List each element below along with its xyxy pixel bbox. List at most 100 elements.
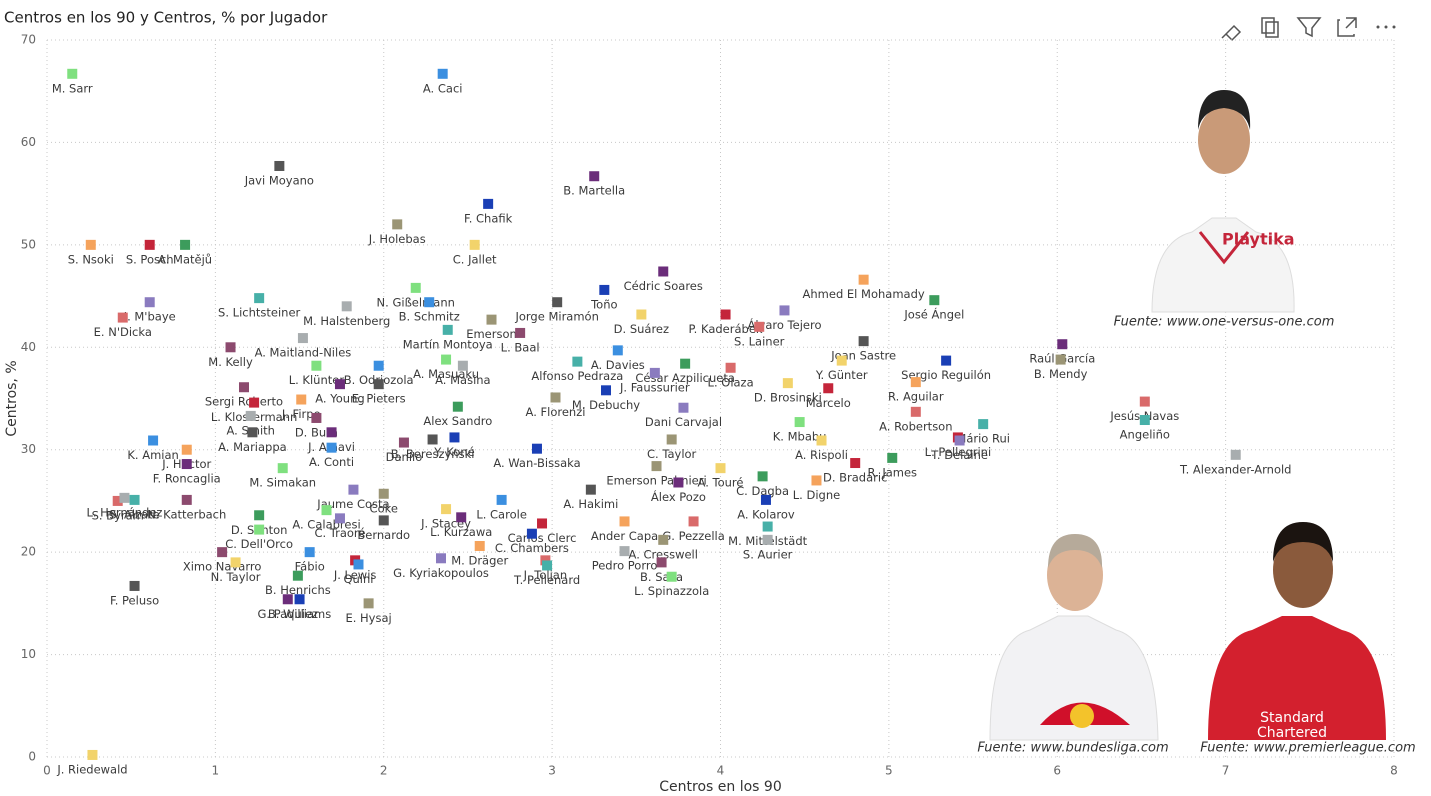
point-label: Angeliño <box>1120 428 1170 442</box>
data-point <box>436 553 446 563</box>
data-point <box>67 69 77 79</box>
point-label: Y. Günter <box>815 368 868 382</box>
data-point <box>118 313 128 323</box>
data-point <box>978 419 988 429</box>
chart-title: Centros en los 90 y Centros, % por Jugad… <box>4 9 328 27</box>
data-point <box>254 510 264 520</box>
point-label: Ander Capa <box>591 529 658 543</box>
pin-icon[interactable] <box>1222 26 1240 40</box>
data-point <box>487 315 497 325</box>
point-label: J. Faussurier <box>619 380 690 394</box>
y-tick-label: 40 <box>21 340 36 354</box>
data-point <box>613 345 623 355</box>
x-tick-label: 2 <box>380 764 388 778</box>
y-tick-label: 60 <box>21 135 36 149</box>
data-point <box>929 295 939 305</box>
point-label: Emerson Palmieri <box>606 474 706 488</box>
chart: Centros en los 90 y Centros, % por Jugad… <box>0 0 1431 796</box>
data-point <box>761 495 771 505</box>
data-point <box>348 485 358 495</box>
more-icon[interactable] <box>1377 26 1396 29</box>
y-tick-label: 30 <box>21 442 36 456</box>
data-point <box>438 69 448 79</box>
point-label: T. Delaine <box>930 448 988 462</box>
data-point <box>87 750 97 760</box>
data-point <box>763 535 773 545</box>
data-point <box>537 518 547 528</box>
data-point <box>335 379 345 389</box>
point-label: G. Pezzella <box>662 529 724 543</box>
x-tick-label: 7 <box>1222 764 1230 778</box>
point-label: D. Suárez <box>614 322 669 336</box>
data-point <box>887 453 897 463</box>
data-point <box>673 477 683 487</box>
data-point <box>182 495 192 505</box>
x-axis-title: Centros en los 90 <box>659 779 781 795</box>
point-label: G. Kyriakopoulos <box>393 566 489 580</box>
y-tick-label: 50 <box>21 237 36 251</box>
data-point <box>636 310 646 320</box>
data-point <box>441 504 451 514</box>
data-point <box>311 413 321 423</box>
data-point <box>180 240 190 250</box>
point-label: J. Holebas <box>368 232 426 246</box>
data-point <box>379 489 389 499</box>
point-label: Quini <box>343 572 373 586</box>
data-point <box>298 333 308 343</box>
data-point <box>254 293 264 303</box>
point-label: A. Wan-Bissaka <box>493 456 580 470</box>
point-label: L. Kurzawa <box>430 525 492 539</box>
point-label: B. Martella <box>563 184 625 198</box>
data-point <box>239 382 249 392</box>
data-point <box>411 283 421 293</box>
x-tick-label: 1 <box>212 764 220 778</box>
data-point <box>86 240 96 250</box>
copy-icon[interactable] <box>1262 18 1274 33</box>
data-point <box>283 594 293 604</box>
data-point <box>795 417 805 427</box>
data-point <box>293 571 303 581</box>
point-label: M. Sarr <box>52 81 93 95</box>
data-point <box>483 199 493 209</box>
data-point <box>859 336 869 346</box>
data-point <box>182 445 192 455</box>
point-label: F. Roncaglia <box>153 472 221 486</box>
point-label: Alfonso Pedraza <box>531 369 623 383</box>
data-point <box>572 357 582 367</box>
point-label: A. Matějů <box>158 252 212 266</box>
y-tick-label: 70 <box>21 33 36 47</box>
point-label: L. Carole <box>476 507 527 521</box>
data-point <box>246 411 256 421</box>
point-label: A. Masina <box>435 373 490 387</box>
point-label: Cédric Soares <box>624 279 703 293</box>
photo-navas: Playtika <box>1152 90 1295 312</box>
data-point <box>130 495 140 505</box>
focus-icon[interactable] <box>1338 18 1356 36</box>
data-point <box>552 297 562 307</box>
data-point <box>586 485 596 495</box>
data-point <box>130 581 140 591</box>
data-point <box>247 427 257 437</box>
data-point <box>515 328 525 338</box>
point-label: Ahmed El Mohamady <box>803 287 925 301</box>
point-label: Alex Sandro <box>423 414 492 428</box>
data-point <box>456 512 466 522</box>
data-point <box>296 395 306 405</box>
point-label: A. Mariappa <box>218 440 287 454</box>
data-point <box>449 432 459 442</box>
data-point <box>758 471 768 481</box>
data-point <box>254 525 264 535</box>
data-point <box>249 398 259 408</box>
data-point <box>620 546 630 556</box>
photo-caption: Fuente: www.bundesliga.com <box>977 741 1168 756</box>
data-point <box>119 493 129 503</box>
point-label: J. Riedewald <box>56 762 127 776</box>
point-label: B. Bereszyński <box>391 447 475 461</box>
point-label: L. Olaza <box>708 375 754 389</box>
point-label: Dani Carvajal <box>645 415 722 429</box>
point-label: F. Peluso <box>110 593 159 607</box>
data-point <box>327 443 337 453</box>
filter-icon[interactable] <box>1298 18 1320 36</box>
data-point <box>1056 355 1066 365</box>
x-tick-label: 8 <box>1390 764 1398 778</box>
